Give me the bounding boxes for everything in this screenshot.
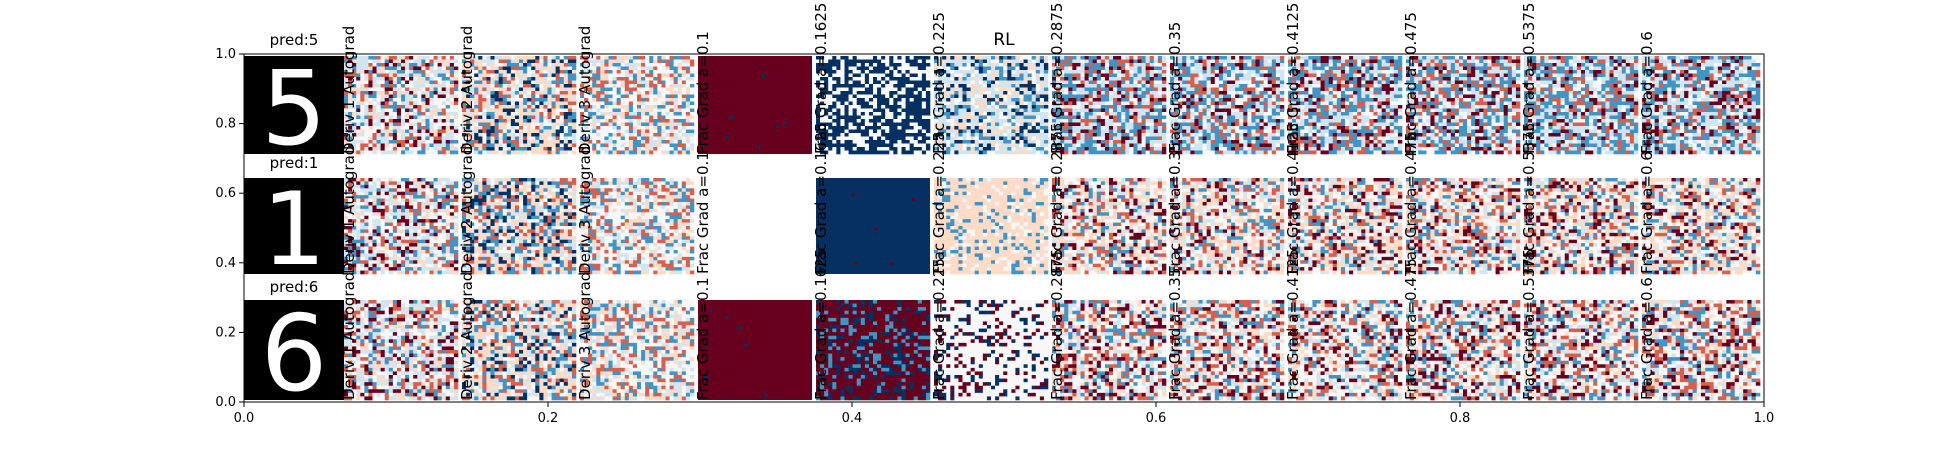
- panel-r1-c1: [344, 178, 458, 274]
- x-tick-label: 0.4: [842, 411, 863, 426]
- panel-r0-c10: [1406, 56, 1520, 154]
- column-label: Frac Grad a=0.225: [930, 132, 948, 274]
- column-label: Frac Grad a=0.35: [1166, 142, 1184, 274]
- panel-r1-c2: [462, 178, 576, 274]
- y-tick-label: 0.8: [215, 117, 236, 132]
- column-label: Deriv 3 Autograd: [576, 26, 594, 154]
- column-label: Deriv 2 Autograd: [458, 26, 476, 154]
- column-label: Frac Grad a=0.4125: [1284, 249, 1302, 400]
- panel-r1-c0: 1: [244, 170, 344, 288]
- column-label: Frac Grad a=0.1625: [812, 249, 830, 400]
- row-title: pred:6: [270, 278, 319, 296]
- digit-glyph: 6: [261, 293, 328, 415]
- column-label: Deriv 2 Autograd: [458, 272, 476, 400]
- panel-r0-c12: [1642, 56, 1760, 154]
- column-label: Deriv 3 Autograd: [576, 146, 594, 274]
- digit-glyph: 5: [261, 49, 326, 169]
- panel-r2-c1: [344, 300, 458, 400]
- panel-r1-c12: [1642, 178, 1760, 274]
- row-title: pred:1: [270, 154, 319, 172]
- column-label: Frac Grad a=0.1: [694, 277, 712, 400]
- column-label: Frac Grad a=0.1: [694, 151, 712, 274]
- panel-r1-c7: [1052, 178, 1166, 274]
- panel-r0-c3: [580, 56, 694, 154]
- column-label: Frac Grad a=0.2875: [1048, 249, 1066, 400]
- column-label: Frac Grad a=0.6: [1638, 277, 1656, 400]
- y-tick-label: 0.0: [215, 395, 236, 410]
- panel-r1-c10: [1406, 178, 1520, 274]
- column-label: Deriv 1 Autograd: [340, 146, 358, 274]
- panel-r1-c9: [1288, 178, 1402, 274]
- row-title: pred:5: [270, 31, 319, 49]
- column-label: Frac Grad a=0.225: [930, 258, 948, 400]
- x-tick-label: 0.8: [1450, 411, 1471, 426]
- column-label: Deriv 1 Autograd: [340, 26, 358, 154]
- column-label: Frac Grad a=0.6: [1638, 31, 1656, 154]
- panel-r1-c11: [1524, 178, 1638, 274]
- panel-r2-c9: [1288, 300, 1402, 400]
- digit-glyph: 1: [262, 170, 326, 288]
- column-label: Frac Grad a=0.475: [1402, 132, 1420, 274]
- y-tick-label: 0.2: [215, 325, 236, 340]
- panel-r2-c2: [462, 300, 576, 400]
- panel-r2-c10: [1406, 300, 1520, 400]
- panel-r0-c7: [1052, 56, 1166, 154]
- panel-r2-c6: [934, 300, 1048, 400]
- y-tick-label: 1.0: [215, 47, 236, 62]
- panel-r2-c4: [698, 300, 812, 400]
- x-tick-label: 0.0: [234, 411, 255, 426]
- x-tick-label: 1.0: [1754, 411, 1775, 426]
- panel-r1-c8: [1170, 178, 1284, 274]
- panel-r2-c5: [816, 300, 930, 400]
- column-label: Frac Grad a=0.6: [1638, 151, 1656, 274]
- column-label: Deriv 3 Autograd: [576, 272, 594, 400]
- panel-r0-c5: [816, 56, 930, 154]
- column-label: Frac Grad a=0.1: [694, 31, 712, 154]
- y-tick-label: 0.6: [215, 186, 236, 201]
- panel-r1-c6: [934, 178, 1048, 274]
- panel-r0-c2: [462, 56, 576, 154]
- panel-r2-c8: [1170, 300, 1284, 400]
- panel-r0-c9: [1288, 56, 1402, 154]
- panel-r0-c4: [698, 56, 812, 154]
- panel-r1-c5: [816, 178, 930, 274]
- panel-r0-c8: [1170, 56, 1284, 154]
- panel-r0-c6: [934, 56, 1048, 154]
- column-label: Frac Grad a=0.35: [1166, 22, 1184, 154]
- center-title: RL: [993, 30, 1015, 50]
- panel-r1-c3: [580, 178, 694, 274]
- column-label: Frac Grad a=0.5375: [1520, 249, 1538, 400]
- column-label: Frac Grad a=0.475: [1402, 258, 1420, 400]
- column-label: Deriv 2 Autograd: [458, 146, 476, 274]
- x-tick-label: 0.2: [538, 411, 559, 426]
- panel-r2-c12: [1642, 300, 1760, 400]
- column-label: Deriv 1 Autograd: [340, 272, 358, 400]
- y-tick-label: 0.4: [215, 256, 236, 271]
- x-tick-label: 0.6: [1146, 411, 1167, 426]
- panel-r2-c11: [1524, 300, 1638, 400]
- panel-r0-c11: [1524, 56, 1638, 154]
- panel-r2-c0: 6: [244, 293, 344, 415]
- column-label: Frac Grad a=0.35: [1166, 268, 1184, 400]
- panel-r0-c0: 5: [244, 49, 344, 169]
- panel-r0-c1: [344, 56, 458, 154]
- panel-r2-c7: [1052, 300, 1166, 400]
- panel-r2-c3: [580, 300, 694, 400]
